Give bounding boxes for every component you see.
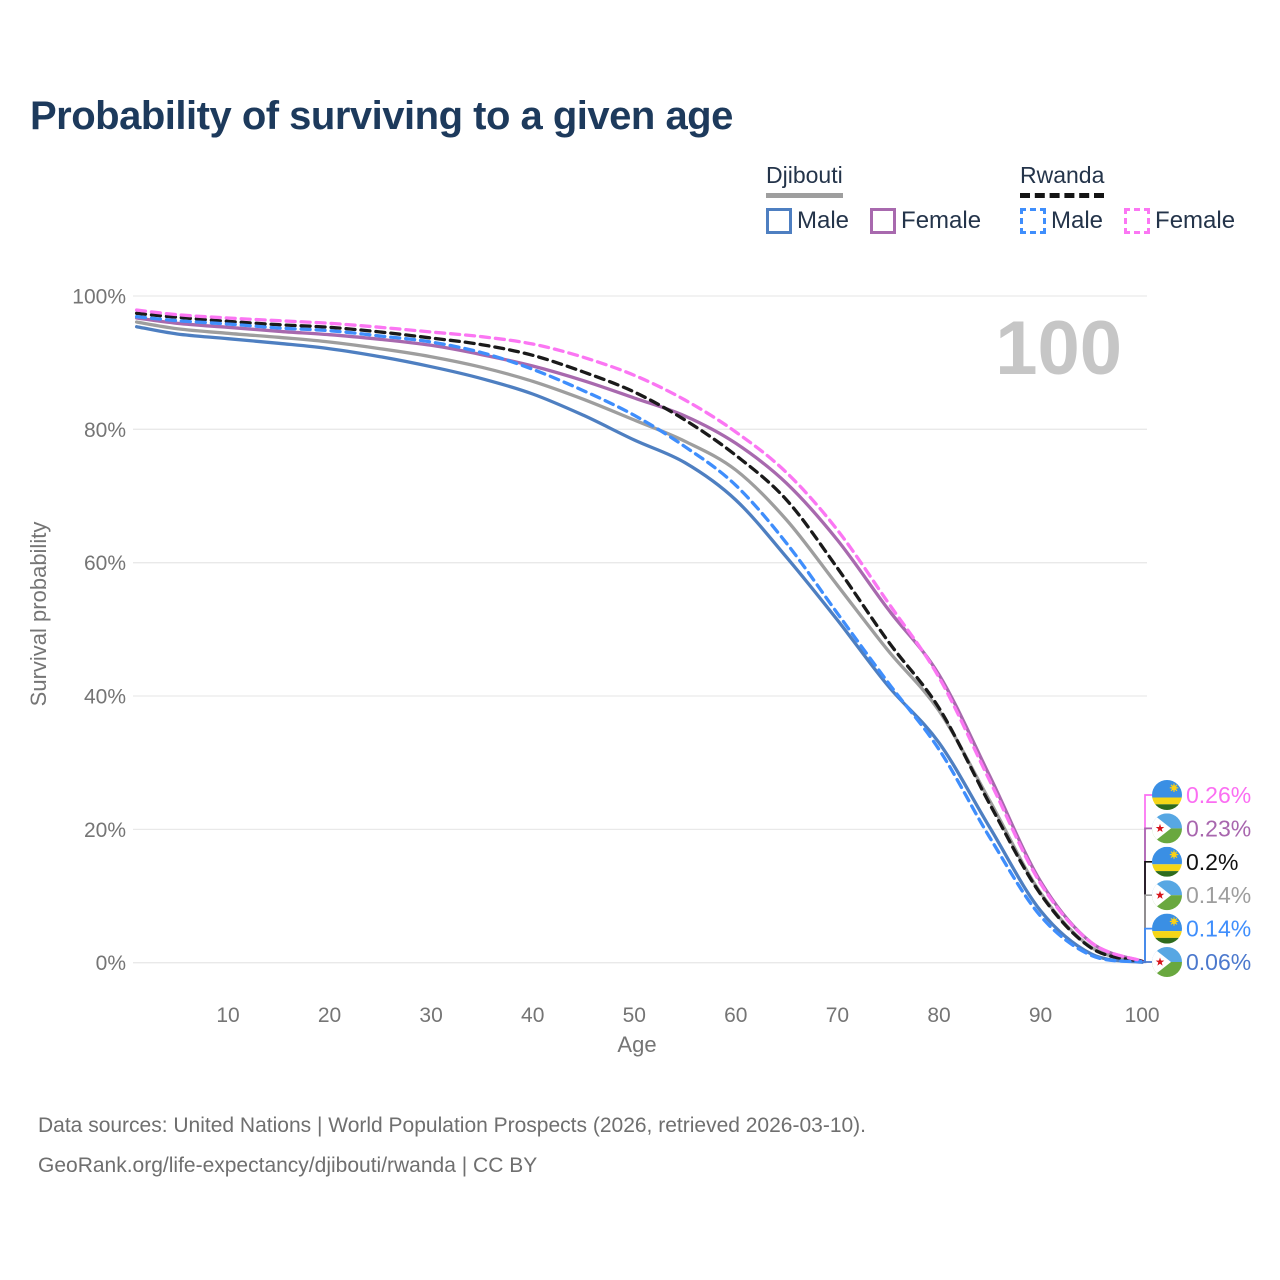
legend-series-rwanda-all[interactable]: Rwanda [1020, 162, 1105, 198]
rwanda-female-swatch-icon [1124, 208, 1151, 234]
x-axis-title: Age [617, 1032, 656, 1057]
end-label-rows: 0.26% 0.23% 0.2% 0.14% 0.14% 0.06% [1152, 780, 1251, 977]
end-value-label-rwanda_male[interactable]: 0.14% [1186, 916, 1251, 942]
curve-rwanda_male[interactable] [134, 315, 1144, 964]
end-label-connectors [1142, 794, 1152, 964]
footer-source-url: GeoRank.org/life-expectancy/djibouti/rwa… [38, 1154, 538, 1177]
legend-item-rwanda-female[interactable]: Female [1124, 207, 1235, 235]
curve-rwanda_female[interactable] [134, 308, 1144, 963]
flag-rwanda-icon [1152, 780, 1182, 810]
djibouti-male-swatch-icon [766, 208, 792, 234]
end-value-label-djibouti_female[interactable]: 0.23% [1186, 815, 1251, 841]
legend: Djibouti Male Female Rwanda Male [0, 162, 1280, 242]
x-tick-label: 30 [419, 1004, 442, 1027]
end-value-label-djibouti_all[interactable]: 0.14% [1186, 882, 1251, 908]
legend-item-rwanda-male[interactable]: Male [1020, 207, 1103, 235]
y-tick-label: 20% [84, 819, 126, 842]
y-tick-label: 60% [84, 552, 126, 575]
x-tick-label: 90 [1029, 1004, 1052, 1027]
rwanda-male-swatch-icon [1020, 208, 1046, 234]
y-tick-label: 100% [72, 286, 126, 309]
x-tick-label: 50 [623, 1004, 646, 1027]
x-tick-label: 10 [216, 1004, 239, 1027]
curve-djibouti_male[interactable] [134, 325, 1144, 964]
curve-rwanda_all[interactable] [134, 311, 1144, 964]
connector-rwanda_female [1142, 794, 1152, 962]
flag-djibouti-icon [1152, 947, 1182, 977]
legend-group-djibouti: Djibouti Male Female [766, 162, 981, 235]
x-tick-label: 20 [318, 1004, 341, 1027]
legend-series-djibouti-all[interactable]: Djibouti [766, 162, 843, 198]
end-value-label-rwanda_female[interactable]: 0.26% [1186, 782, 1251, 808]
djibouti-female-swatch-icon [870, 208, 897, 234]
flag-djibouti-icon [1152, 880, 1182, 910]
gridlines [133, 295, 1147, 964]
y-tick-label: 40% [84, 686, 126, 709]
end-value-label-djibouti_male[interactable]: 0.06% [1186, 949, 1251, 975]
flag-djibouti-icon [1152, 813, 1182, 843]
connector-rwanda_male [1142, 927, 1152, 963]
y-axis-title: Survival probability [26, 522, 51, 707]
connector-rwanda_all [1142, 860, 1152, 963]
legend-row-rwanda: Male Female [1020, 207, 1235, 235]
x-tick-label: 100 [1125, 1004, 1160, 1027]
x-tick-label: 80 [927, 1004, 950, 1027]
x-tick-label: 40 [521, 1004, 544, 1027]
flag-rwanda-icon [1152, 847, 1182, 877]
end-value-label-rwanda_all[interactable]: 0.2% [1186, 849, 1238, 875]
legend-item-djibouti-female[interactable]: Female [870, 207, 981, 235]
x-tick-label: 60 [724, 1004, 747, 1027]
page-title: Probability of surviving to a given age [30, 94, 733, 138]
legend-label-djibouti-female: Female [901, 207, 982, 234]
flag-rwanda-icon [1152, 914, 1182, 944]
legend-label-rwanda-male: Male [1051, 207, 1104, 234]
legend-item-djibouti-male[interactable]: Male [766, 207, 849, 235]
legend-group-rwanda: Rwanda Male Female [1020, 162, 1235, 235]
y-tick-label: 0% [96, 952, 126, 975]
legend-row-djibouti: Male Female [766, 207, 981, 235]
hover-age-watermark: 100 [995, 306, 1122, 391]
footer: Data sources: United Nations | World Pop… [38, 1106, 866, 1186]
survival-curves [134, 308, 1144, 964]
axis-ticks: 0% 20% 40% 60% 80% 100% 10 20 30 40 50 60 70 80 90 100 [72, 286, 1159, 1028]
legend-label-djibouti-male: Male [797, 207, 850, 234]
legend-label-rwanda-female: Female [1155, 207, 1236, 234]
y-tick-label: 80% [84, 419, 126, 442]
curve-djibouti_female[interactable] [134, 316, 1144, 963]
x-tick-label: 70 [826, 1004, 849, 1027]
footer-data-sources: Data sources: United Nations | World Pop… [38, 1114, 867, 1137]
